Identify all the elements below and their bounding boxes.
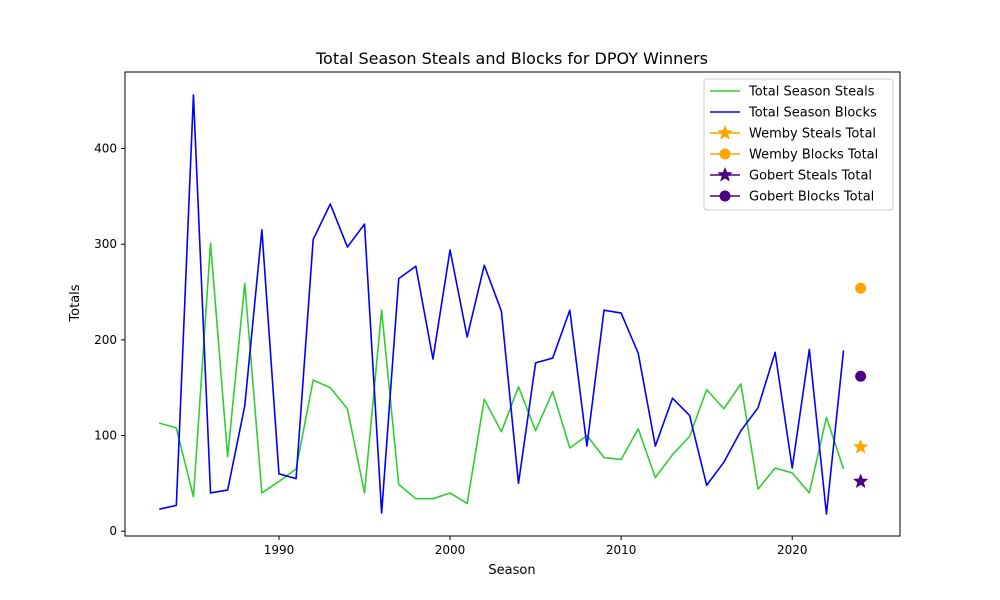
x-tick-label: 2020 <box>777 543 808 557</box>
legend-box <box>703 78 894 211</box>
y-tick-label: 100 <box>94 429 117 443</box>
plot-area: 1990 2000 2010 2020 0 100 200 300 400 <box>94 71 901 557</box>
legend-label: Wemby Steals Total <box>749 127 876 142</box>
steals-series-line <box>159 242 845 505</box>
legend-label: Gobert Blocks Total <box>749 190 874 205</box>
wemby-steals-total-marker <box>852 438 869 454</box>
x-tick-label: 1990 <box>264 543 295 557</box>
wemby-blocks-total-marker <box>855 282 867 294</box>
y-axis-label: Totals <box>68 284 83 322</box>
legend-label: Wemby Blocks Total <box>749 148 878 163</box>
legend-label: Total Season Steals <box>748 85 875 100</box>
blocks-series-line <box>159 94 845 515</box>
legend-swatch-marker <box>719 148 731 160</box>
gobert-blocks-total-marker <box>855 370 867 382</box>
x-tick-label: 2010 <box>606 543 637 557</box>
y-tick-label: 200 <box>94 333 117 347</box>
chart-title: Total Season Steals and Blocks for DPOY … <box>315 49 708 68</box>
x-axis-label: Season <box>488 563 535 578</box>
legend-swatch-marker <box>717 166 733 182</box>
axes-frame <box>124 71 901 537</box>
x-tick-label: 2000 <box>435 543 466 557</box>
y-tick-label: 300 <box>94 237 117 251</box>
legend-swatch-marker <box>719 190 731 202</box>
legend: Total Season Steals Total Season Blocks We… <box>703 78 894 211</box>
legend-label: Total Season Blocks <box>748 106 877 121</box>
y-tick-label: 0 <box>109 524 117 538</box>
legend-swatch-marker <box>717 124 733 140</box>
gobert-steals-total-marker <box>852 473 869 489</box>
y-tick-label: 400 <box>94 142 117 156</box>
legend-label: Gobert Steals Total <box>749 169 872 184</box>
